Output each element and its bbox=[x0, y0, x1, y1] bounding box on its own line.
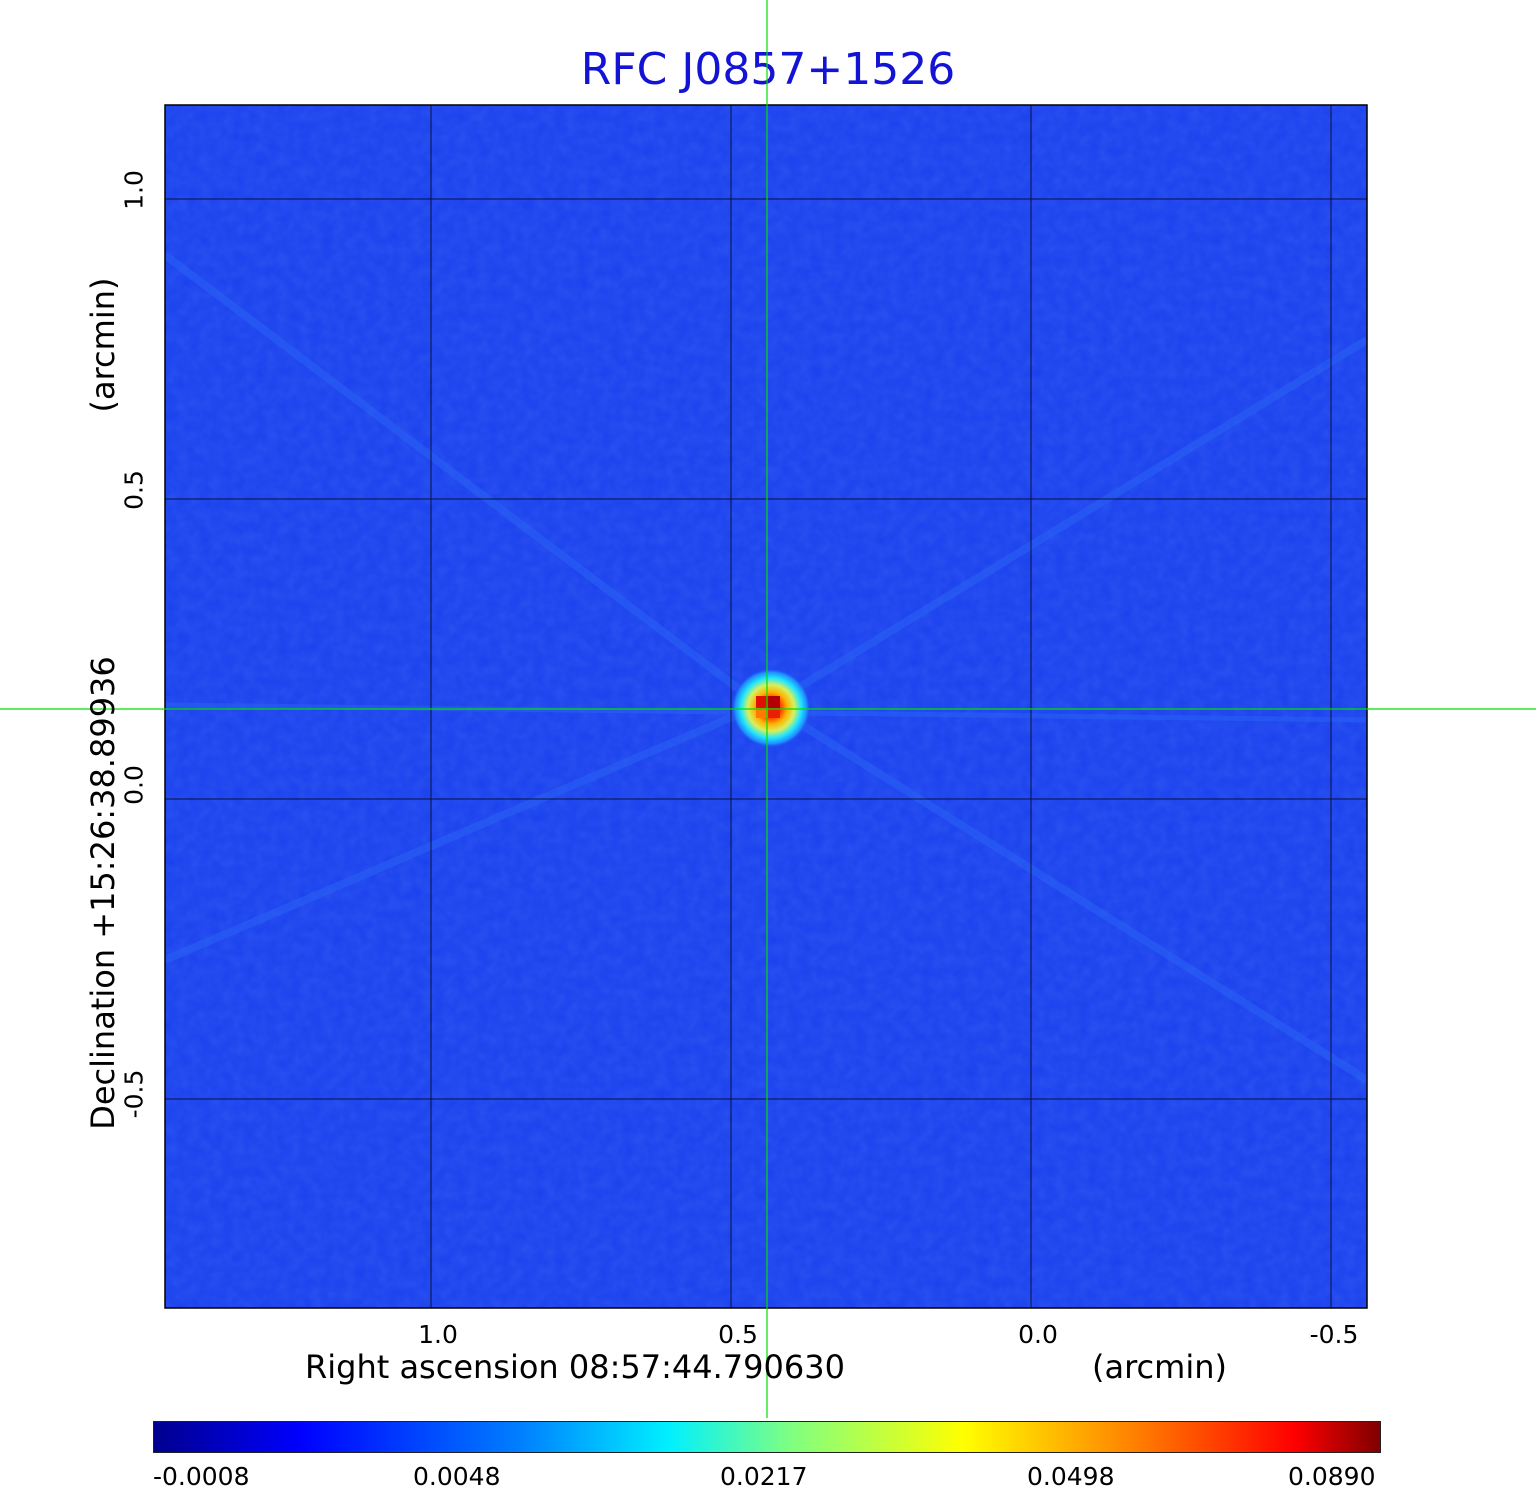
x-tick-label: 0.0 bbox=[1018, 1320, 1058, 1349]
colorbar-tick-label: -0.0008 bbox=[153, 1462, 250, 1491]
x-tick-label: 0.5 bbox=[718, 1320, 758, 1349]
image-title: RFC J0857+1526 bbox=[580, 44, 956, 95]
y-axis-unit: (arcmin) bbox=[84, 277, 122, 413]
y-tick-label: 0.0 bbox=[119, 765, 149, 805]
source-blob bbox=[731, 668, 811, 748]
x-axis-unit: (arcmin) bbox=[1092, 1348, 1227, 1386]
y-tick-label: 1.0 bbox=[119, 170, 149, 210]
colorbar-tick-label: 0.0048 bbox=[413, 1462, 501, 1491]
x-tick-label: -0.5 bbox=[1309, 1320, 1359, 1349]
colorbar bbox=[153, 1421, 1381, 1453]
y-tick-label: 0.5 bbox=[119, 470, 149, 510]
x-axis-label: Right ascension 08:57:44.790630 bbox=[305, 1348, 845, 1386]
colorbar-tick-label: 0.0217 bbox=[720, 1462, 808, 1491]
plot-frame bbox=[164, 104, 1368, 1309]
x-tick-label: 1.0 bbox=[418, 1320, 458, 1349]
colorbar-tick-label: 0.0498 bbox=[1027, 1462, 1115, 1491]
coordinate-grid bbox=[165, 105, 1367, 1308]
colorbar-tick-label: 0.0890 bbox=[1288, 1462, 1376, 1491]
y-tick-label: -0.5 bbox=[119, 1069, 149, 1119]
y-axis-label: Declination +15:26:38.89936 bbox=[84, 656, 122, 1130]
crosshair bbox=[0, 0, 1536, 1418]
